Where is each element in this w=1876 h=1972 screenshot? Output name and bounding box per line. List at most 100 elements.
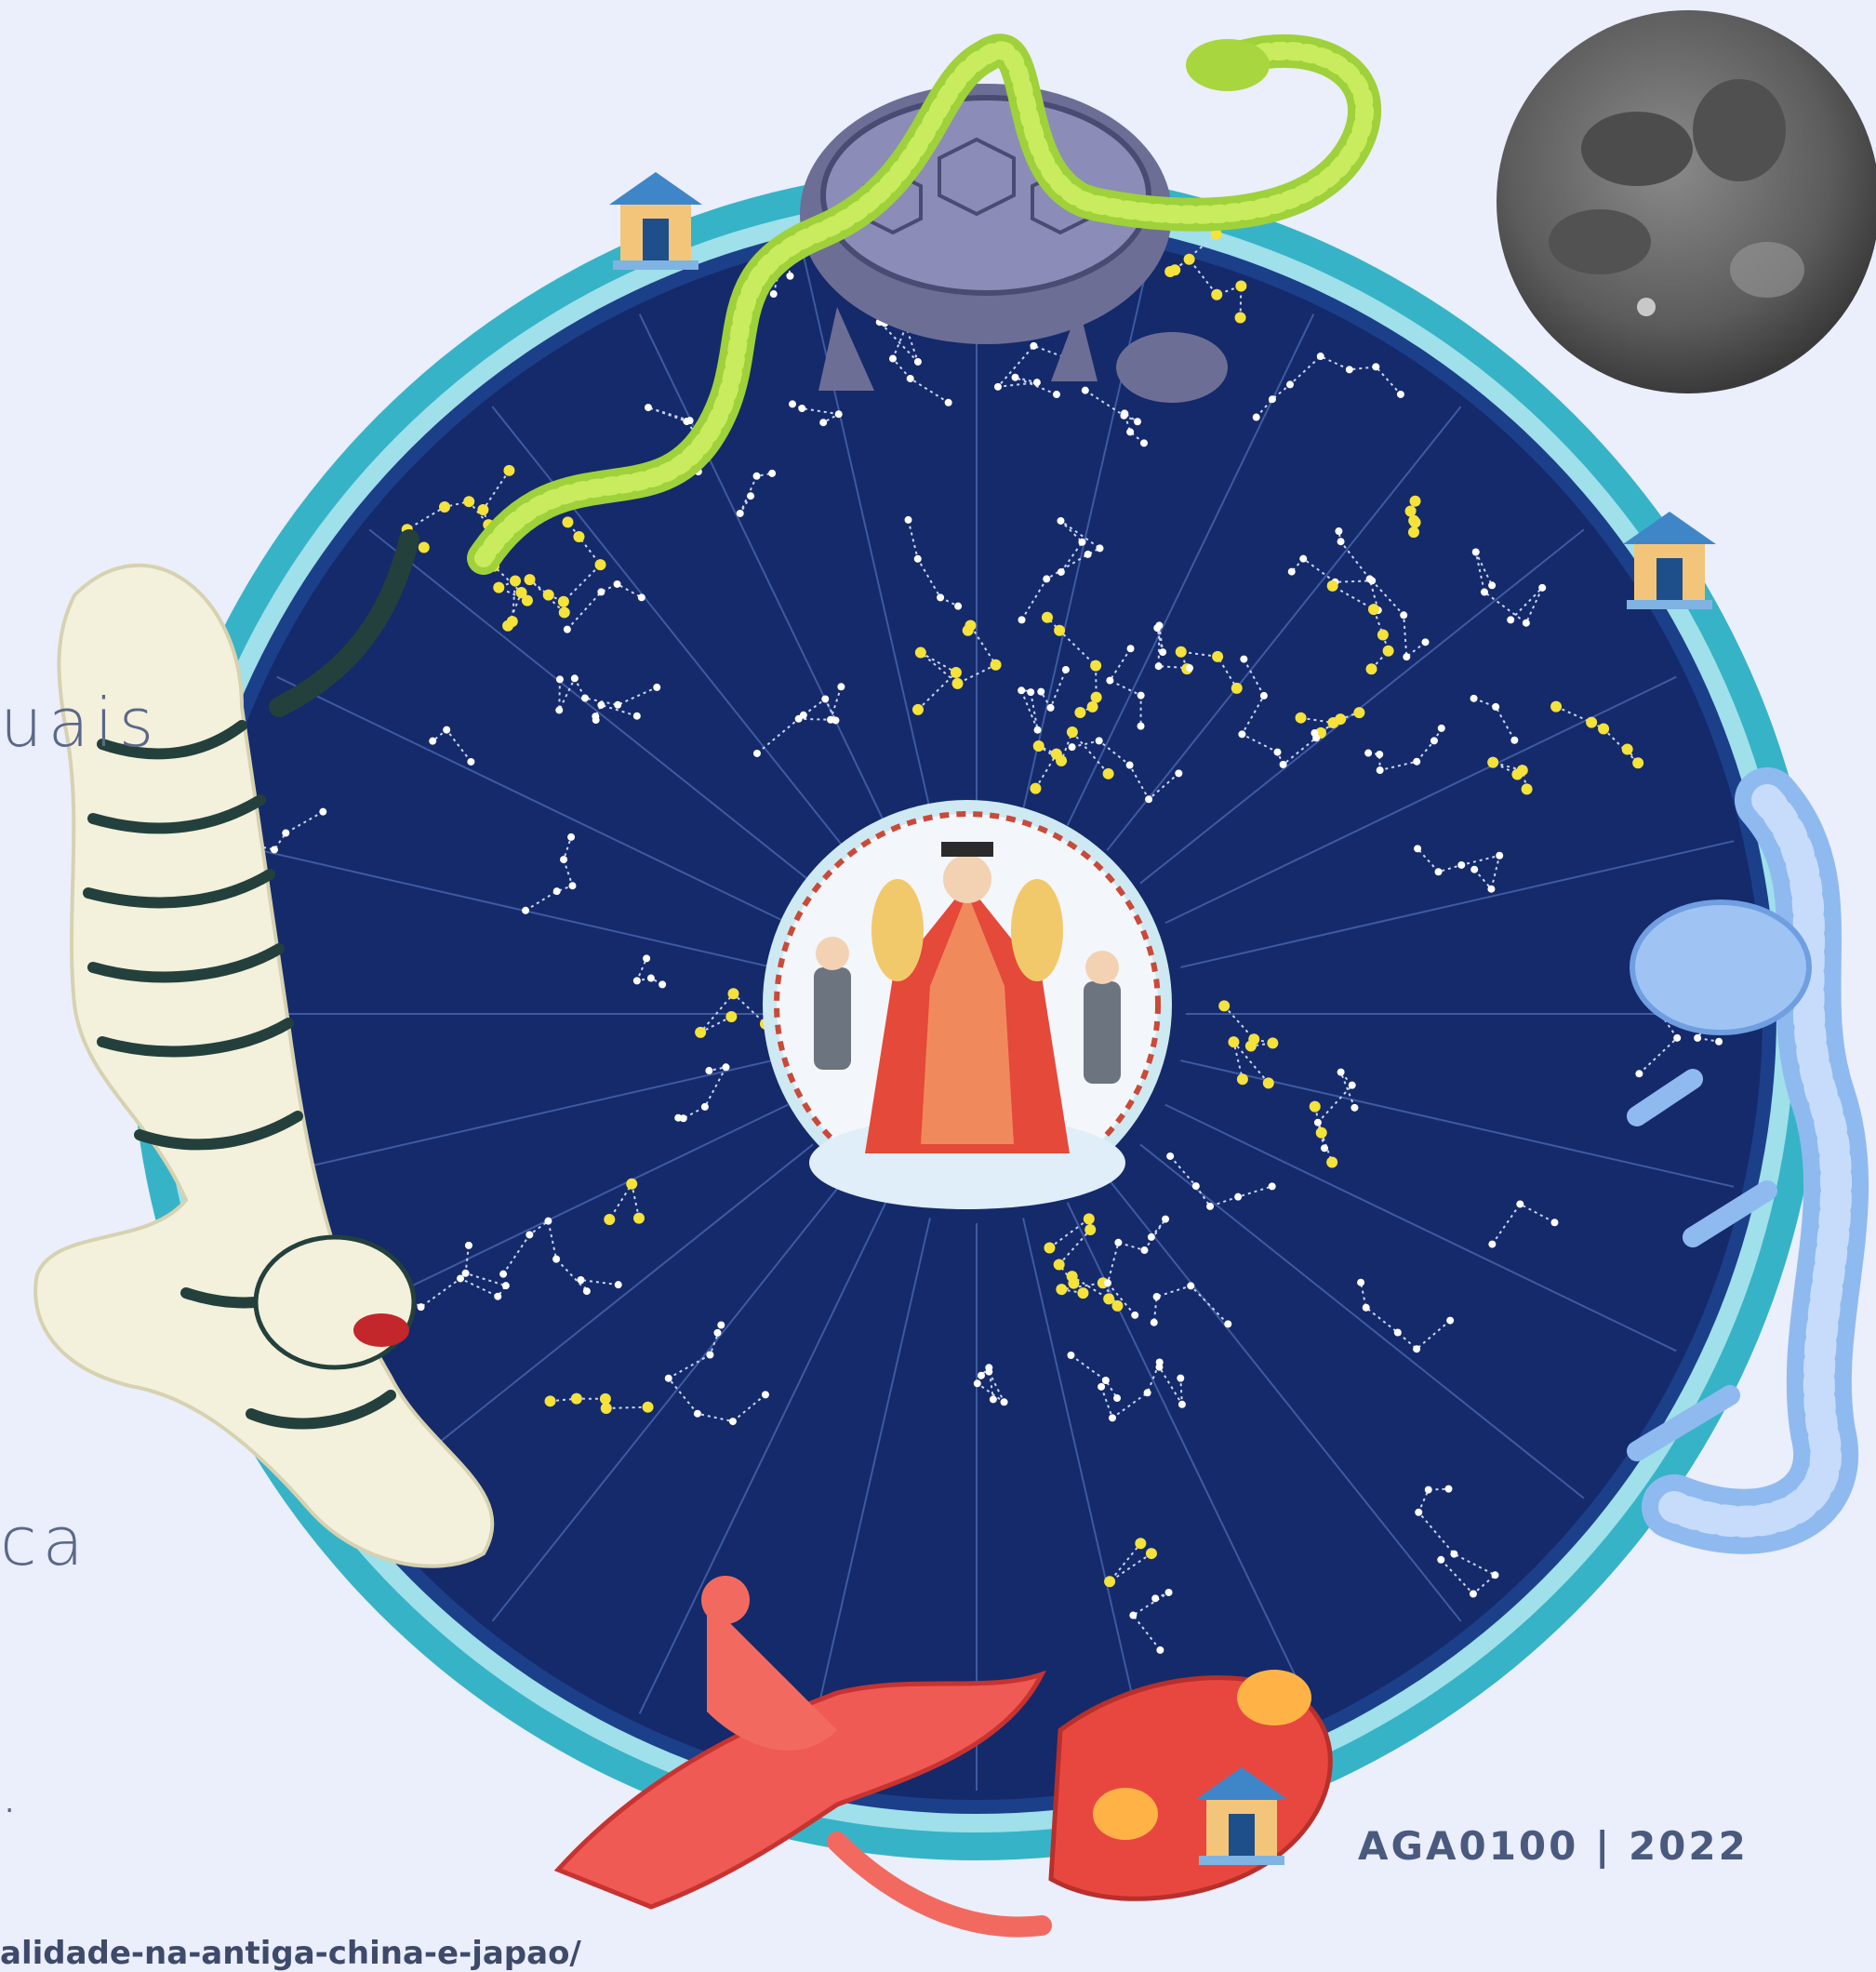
- star: [633, 1212, 645, 1224]
- star: [1471, 548, 1480, 556]
- white-tiger: [33, 529, 495, 1568]
- star: [1407, 526, 1419, 539]
- star: [1183, 253, 1195, 265]
- star: [1084, 1223, 1097, 1235]
- constellation-line: [1474, 552, 1544, 625]
- star: [563, 625, 571, 633]
- star: [789, 400, 797, 408]
- star: [319, 807, 327, 816]
- radial-line: [368, 1143, 814, 1499]
- star: [1437, 724, 1445, 732]
- star: [706, 1351, 714, 1359]
- constellation-line: [1223, 1005, 1273, 1047]
- star: [1350, 1103, 1359, 1112]
- constellation-line: [1179, 650, 1238, 689]
- star: [1032, 379, 1041, 387]
- star: [1046, 703, 1055, 712]
- star: [552, 1255, 561, 1263]
- star: [1090, 691, 1102, 703]
- star: [1510, 736, 1519, 744]
- star: [614, 700, 622, 709]
- star: [1244, 1040, 1257, 1052]
- star: [560, 856, 568, 864]
- star: [1140, 1246, 1149, 1255]
- star: [1090, 660, 1102, 672]
- star: [1236, 1073, 1248, 1086]
- star: [769, 290, 778, 299]
- star: [1450, 1550, 1458, 1558]
- star: [502, 620, 514, 632]
- star: [1377, 629, 1389, 641]
- star: [1507, 616, 1515, 624]
- star: [728, 1418, 737, 1426]
- star: [1268, 1182, 1276, 1191]
- star: [503, 464, 515, 476]
- star: [599, 1392, 611, 1405]
- star: [700, 1102, 709, 1111]
- star: [695, 1026, 707, 1038]
- pavilion-icon: [1195, 1767, 1288, 1865]
- constellation-line: [635, 957, 663, 986]
- star: [568, 882, 577, 890]
- star: [1211, 288, 1223, 300]
- star: [1335, 713, 1347, 726]
- star: [1095, 737, 1103, 745]
- center-medallion: [763, 800, 1172, 1209]
- star: [1037, 687, 1045, 696]
- star: [1488, 581, 1497, 590]
- star: [717, 1321, 725, 1329]
- star: [521, 594, 533, 606]
- star: [1586, 716, 1598, 728]
- star: [747, 492, 755, 500]
- star: [1315, 1126, 1327, 1139]
- star: [1081, 386, 1089, 394]
- star: [1421, 638, 1430, 646]
- star: [990, 659, 1002, 671]
- star: [1086, 700, 1098, 713]
- star: [752, 749, 761, 757]
- star: [467, 757, 475, 766]
- constellation-line: [907, 519, 959, 607]
- star: [418, 541, 430, 553]
- star: [1430, 737, 1438, 745]
- constellation-line: [1169, 1155, 1272, 1208]
- star: [270, 846, 278, 854]
- star: [1056, 754, 1068, 766]
- star: [1106, 676, 1114, 685]
- star: [1177, 1400, 1186, 1408]
- star: [1538, 583, 1547, 592]
- star: [1337, 1068, 1345, 1076]
- star: [837, 683, 845, 691]
- star: [1096, 544, 1104, 553]
- stars: [180, 229, 1723, 1654]
- constellation-line: [756, 686, 843, 754]
- star: [978, 1371, 986, 1379]
- star: [555, 675, 564, 684]
- star: [798, 405, 806, 413]
- star: [1469, 1590, 1477, 1598]
- star: [1191, 1182, 1200, 1191]
- star: [1424, 1486, 1432, 1494]
- star: [1018, 686, 1026, 695]
- star: [552, 887, 561, 896]
- star: [1032, 740, 1044, 753]
- star: [1348, 1081, 1356, 1089]
- star: [1234, 312, 1246, 324]
- star: [1102, 767, 1114, 779]
- source-url[interactable]: alidade-na-antiga-china-e-japao/: [0, 1935, 581, 1972]
- radial-line: [1164, 1103, 1677, 1352]
- star: [282, 829, 290, 837]
- star: [1098, 1382, 1106, 1391]
- star: [1153, 624, 1162, 633]
- star: [1177, 1374, 1185, 1382]
- star: [1444, 1485, 1453, 1493]
- star: [1413, 1345, 1421, 1353]
- star: [1491, 1571, 1499, 1579]
- star: [951, 677, 964, 689]
- star: [1362, 1303, 1370, 1312]
- star: [644, 404, 652, 412]
- constellation-line: [1152, 1285, 1230, 1326]
- star: [950, 666, 962, 678]
